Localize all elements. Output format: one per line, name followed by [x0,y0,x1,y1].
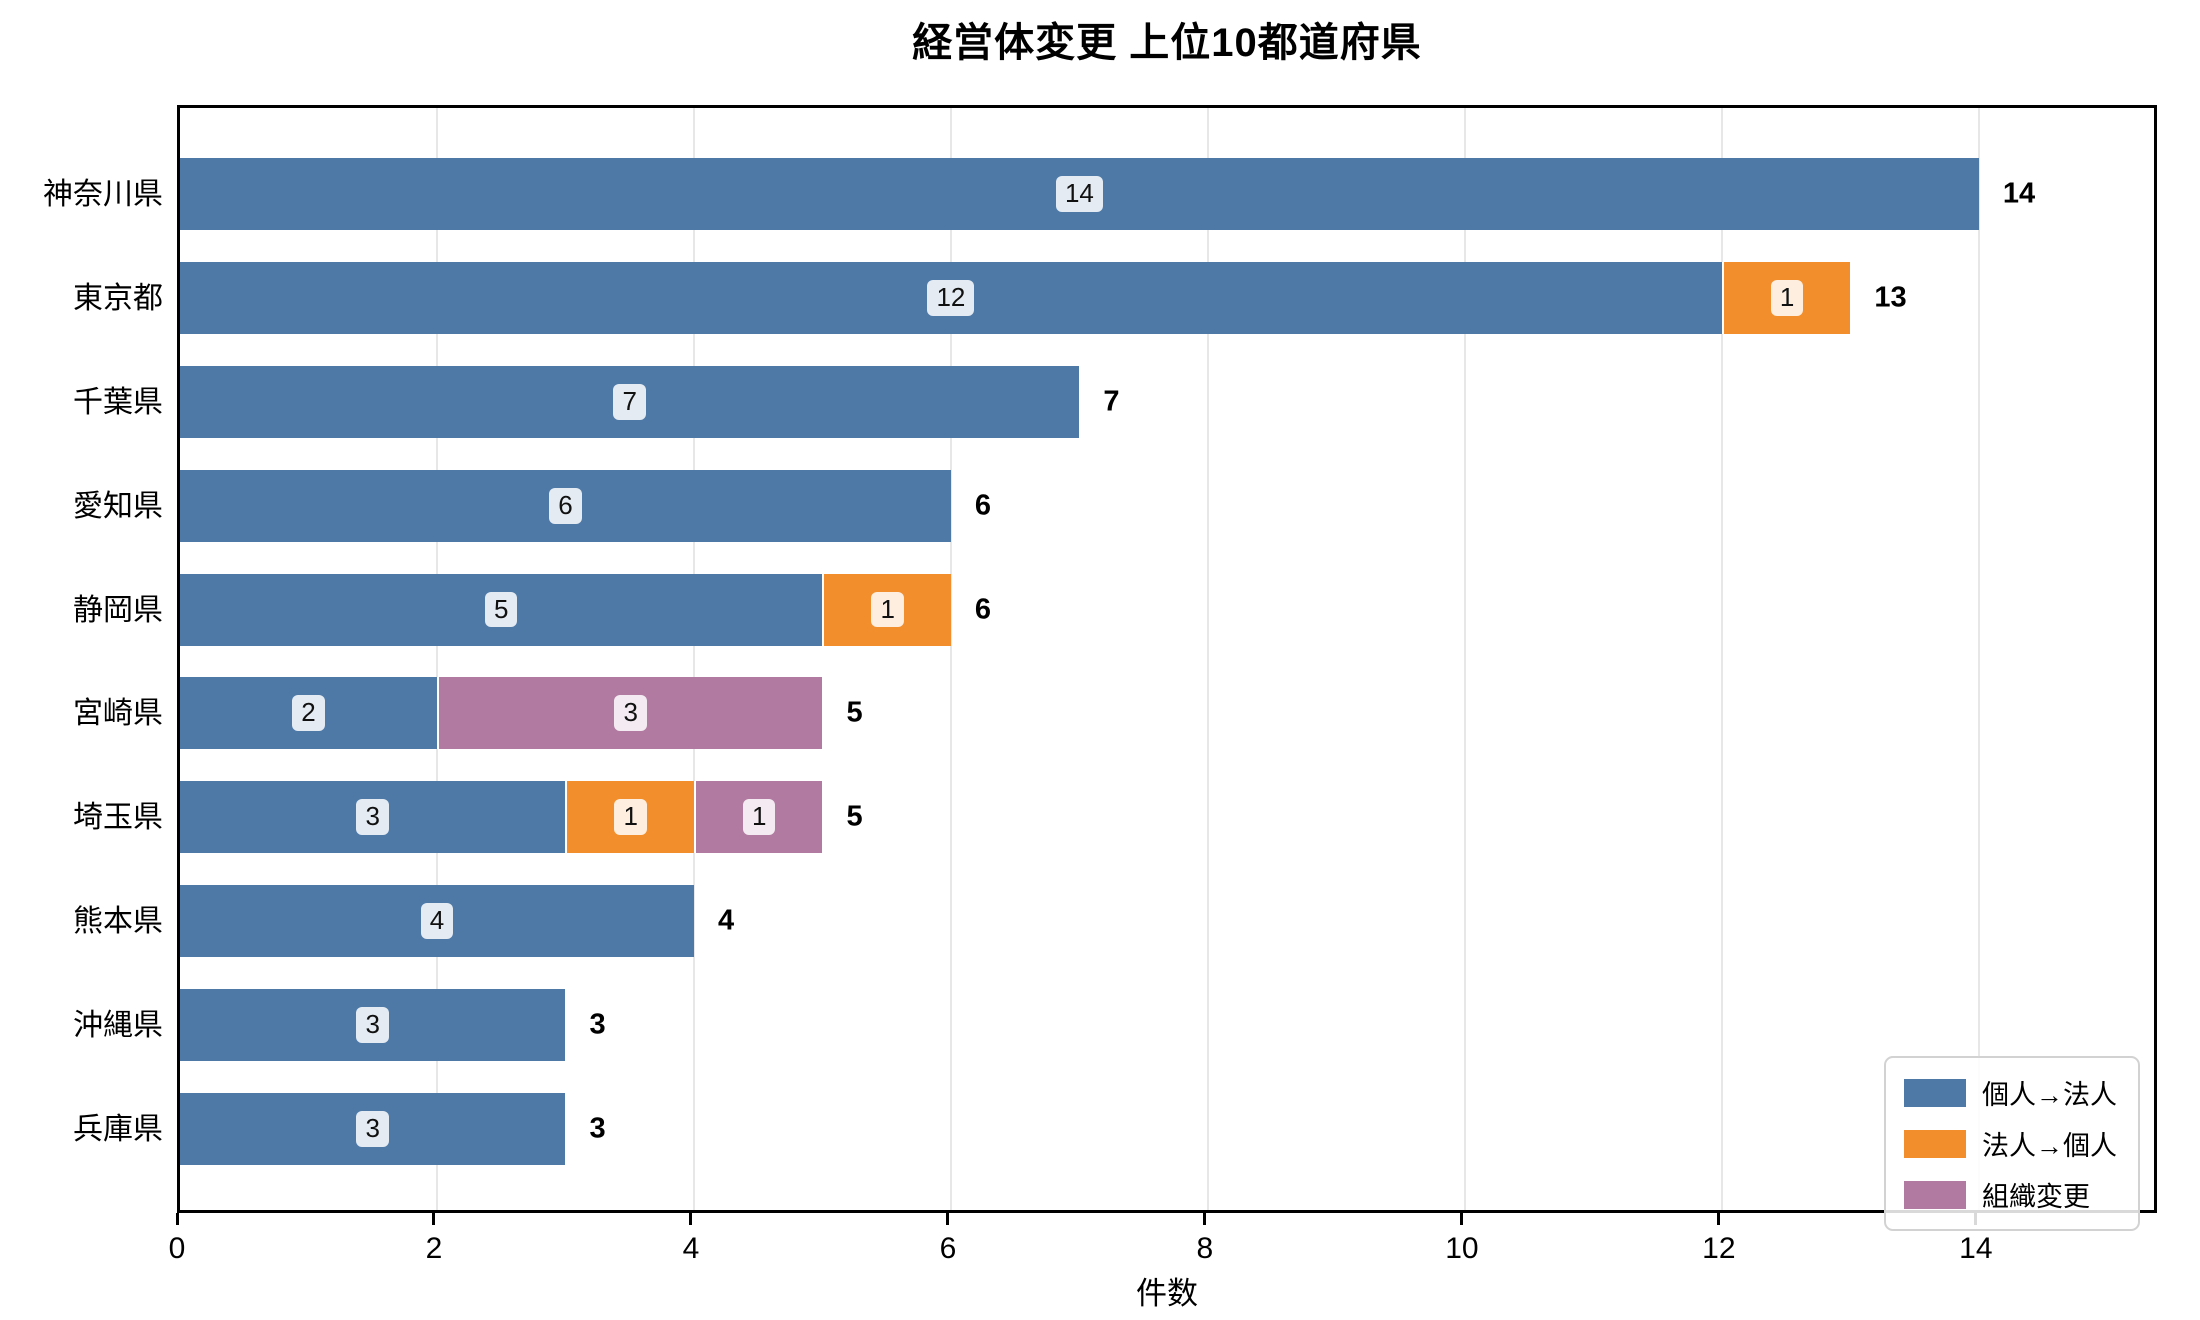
bar-total-label: 6 [974,593,992,626]
gridline-x12 [1720,108,1723,1210]
category-label: 静岡県 [73,593,163,627]
x-tick-label: 2 [425,1232,443,1265]
x-tick-label: 0 [168,1232,186,1265]
segment-value-label: 1 [614,799,647,836]
bar-total-label: 4 [717,904,735,937]
category-label: 兵庫県 [73,1113,163,1147]
segment-value-label: 3 [356,1007,389,1044]
legend-item: 組織変更 [1904,1175,2120,1214]
category-label: 東京都 [73,281,163,315]
segment-value-label: 3 [614,695,647,732]
segment-value-label: 3 [356,1111,389,1147]
legend-swatch [1904,1078,1966,1107]
category-label: 埼玉県 [73,801,163,835]
legend-item: 法人→個人 [1904,1124,2120,1163]
bar-segment: 1 [822,573,951,646]
x-tick-mark [1460,1213,1464,1225]
plot-area: 14 14 12 1 13 7 7 6 6 5 1 6 2 3 5 3 1 1 5 4 4 3 3 3 3 [177,105,2157,1213]
legend: 個人→法人法人→個人組織変更 [1884,1056,2140,1231]
x-tick-label: 8 [1196,1232,1214,1265]
x-axis-title: 件数 [1136,1276,1198,1311]
legend-swatch [1904,1129,1966,1158]
chart-title: 経営体変更 上位10都道府県 [912,21,1422,65]
bar-segment: 6 [180,469,951,542]
bar-segment: 12 [180,261,1722,334]
bar-segment: 5 [180,573,823,646]
segment-value-label: 1 [742,799,776,836]
segment-value-label: 6 [549,487,582,524]
x-tick-mark [1717,1213,1721,1225]
category-label: 宮崎県 [73,697,163,731]
x-tick-mark [946,1213,950,1225]
x-tick-mark [432,1213,436,1225]
bar-segment: 14 [180,157,1979,230]
bar-segment: 1 [1721,261,1851,334]
bar-segment: 1 [565,781,694,854]
bar-total-label: 13 [1874,281,1907,314]
bar-segment: 2 [180,677,437,750]
bar-total-label: 6 [974,489,992,522]
legend-item: 個人→法人 [1904,1073,2120,1112]
x-tick-label: 12 [1702,1232,1736,1265]
gridline-x8 [1206,108,1209,1210]
category-label: 神奈川県 [43,177,163,211]
gridline-x6 [949,108,952,1210]
segment-value-label: 1 [871,591,904,628]
segment-value-label: 7 [613,383,646,420]
segment-value-label: 1 [1770,279,1804,316]
gridline-x10 [1463,108,1466,1210]
bar-segment: 3 [180,989,566,1062]
legend-label: 法人→個人 [1982,1131,2117,1161]
legend-label: 個人→法人 [1982,1080,2117,1110]
category-label: 愛知県 [73,489,163,523]
bar-total-label: 3 [589,1008,606,1041]
segment-value-label: 2 [292,695,325,732]
legend-swatch [1904,1180,1966,1209]
bar-segment: 3 [436,677,823,750]
segment-value-label: 12 [927,279,975,316]
gridline-x14 [1977,108,1980,1210]
category-label: 沖縄県 [73,1009,163,1043]
segment-value-label: 14 [1055,175,1103,212]
gridline-x4 [692,108,695,1210]
segment-value-label: 3 [356,799,389,836]
x-tick-mark [175,1213,179,1225]
bar-total-label: 5 [846,696,863,729]
segment-value-label: 4 [420,903,454,940]
category-label: 熊本県 [73,905,163,939]
bar-total-label: 3 [589,1112,606,1145]
x-tick-label: 14 [1959,1232,1993,1265]
bar-segment: 7 [180,365,1080,438]
legend-label: 組織変更 [1982,1182,2090,1212]
bar-segment: 1 [693,781,823,854]
bar-segment: 4 [180,885,694,958]
bar-total-label: 5 [846,800,863,833]
x-tick-label: 6 [939,1232,957,1265]
x-tick-label: 10 [1445,1232,1479,1265]
bar-total-label: 7 [1103,385,1120,418]
x-tick-label: 4 [682,1232,700,1265]
x-tick-mark [689,1213,693,1225]
x-tick-mark [1203,1213,1207,1225]
gridline-x2 [435,108,438,1210]
bar-total-label: 14 [2002,177,2036,210]
category-label: 千葉県 [73,385,163,419]
bar-segment: 3 [180,781,566,854]
bar-segment: 3 [180,1093,566,1166]
segment-value-label: 5 [484,591,518,628]
